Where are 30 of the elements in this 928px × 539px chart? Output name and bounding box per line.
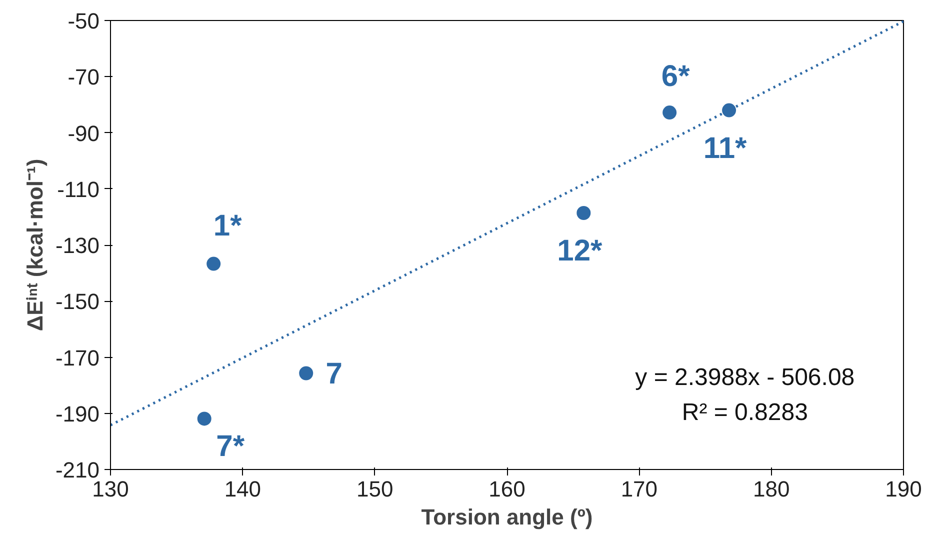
x-tick-label: 150 (356, 476, 394, 502)
x-tick-label: 170 (620, 476, 658, 502)
y-tick-label: -90 (68, 120, 100, 146)
y-tick-label: -190 (55, 401, 100, 426)
point (299, 366, 314, 380)
annotation: 7 (326, 358, 342, 391)
point (722, 103, 736, 118)
point (197, 412, 212, 426)
x-tick-label: 140 (224, 476, 262, 502)
annotation: 11* (703, 132, 748, 165)
y-tick-label: -130 (55, 233, 100, 258)
x-tick-label: 180 (752, 476, 790, 502)
y-tick-label: -150 (55, 289, 100, 314)
point (662, 106, 677, 120)
y-tick-label: -70 (68, 64, 100, 90)
annotation: 7* (216, 430, 245, 464)
point (206, 256, 221, 271)
x-tick-label: 190 (885, 476, 922, 502)
annotation: 6* (661, 60, 690, 94)
annotation: 1* (213, 209, 242, 242)
y-tick-label: -110 (57, 176, 100, 202)
y-axis-title: ΔEⁱⁿᵗ (kcal·mol⁻¹) (22, 158, 48, 332)
x-tick-label: 160 (488, 476, 526, 502)
annotation: y = 2.3988x - 506.08 (635, 364, 855, 391)
x-axis-title: Torsion angle (º) (421, 504, 593, 530)
y-tick-label: -50 (68, 8, 100, 34)
annotation: 12* (557, 234, 603, 268)
annotation: R² = 0.8283 (682, 399, 808, 426)
y-tick-label: -170 (55, 345, 100, 370)
point (576, 206, 591, 220)
